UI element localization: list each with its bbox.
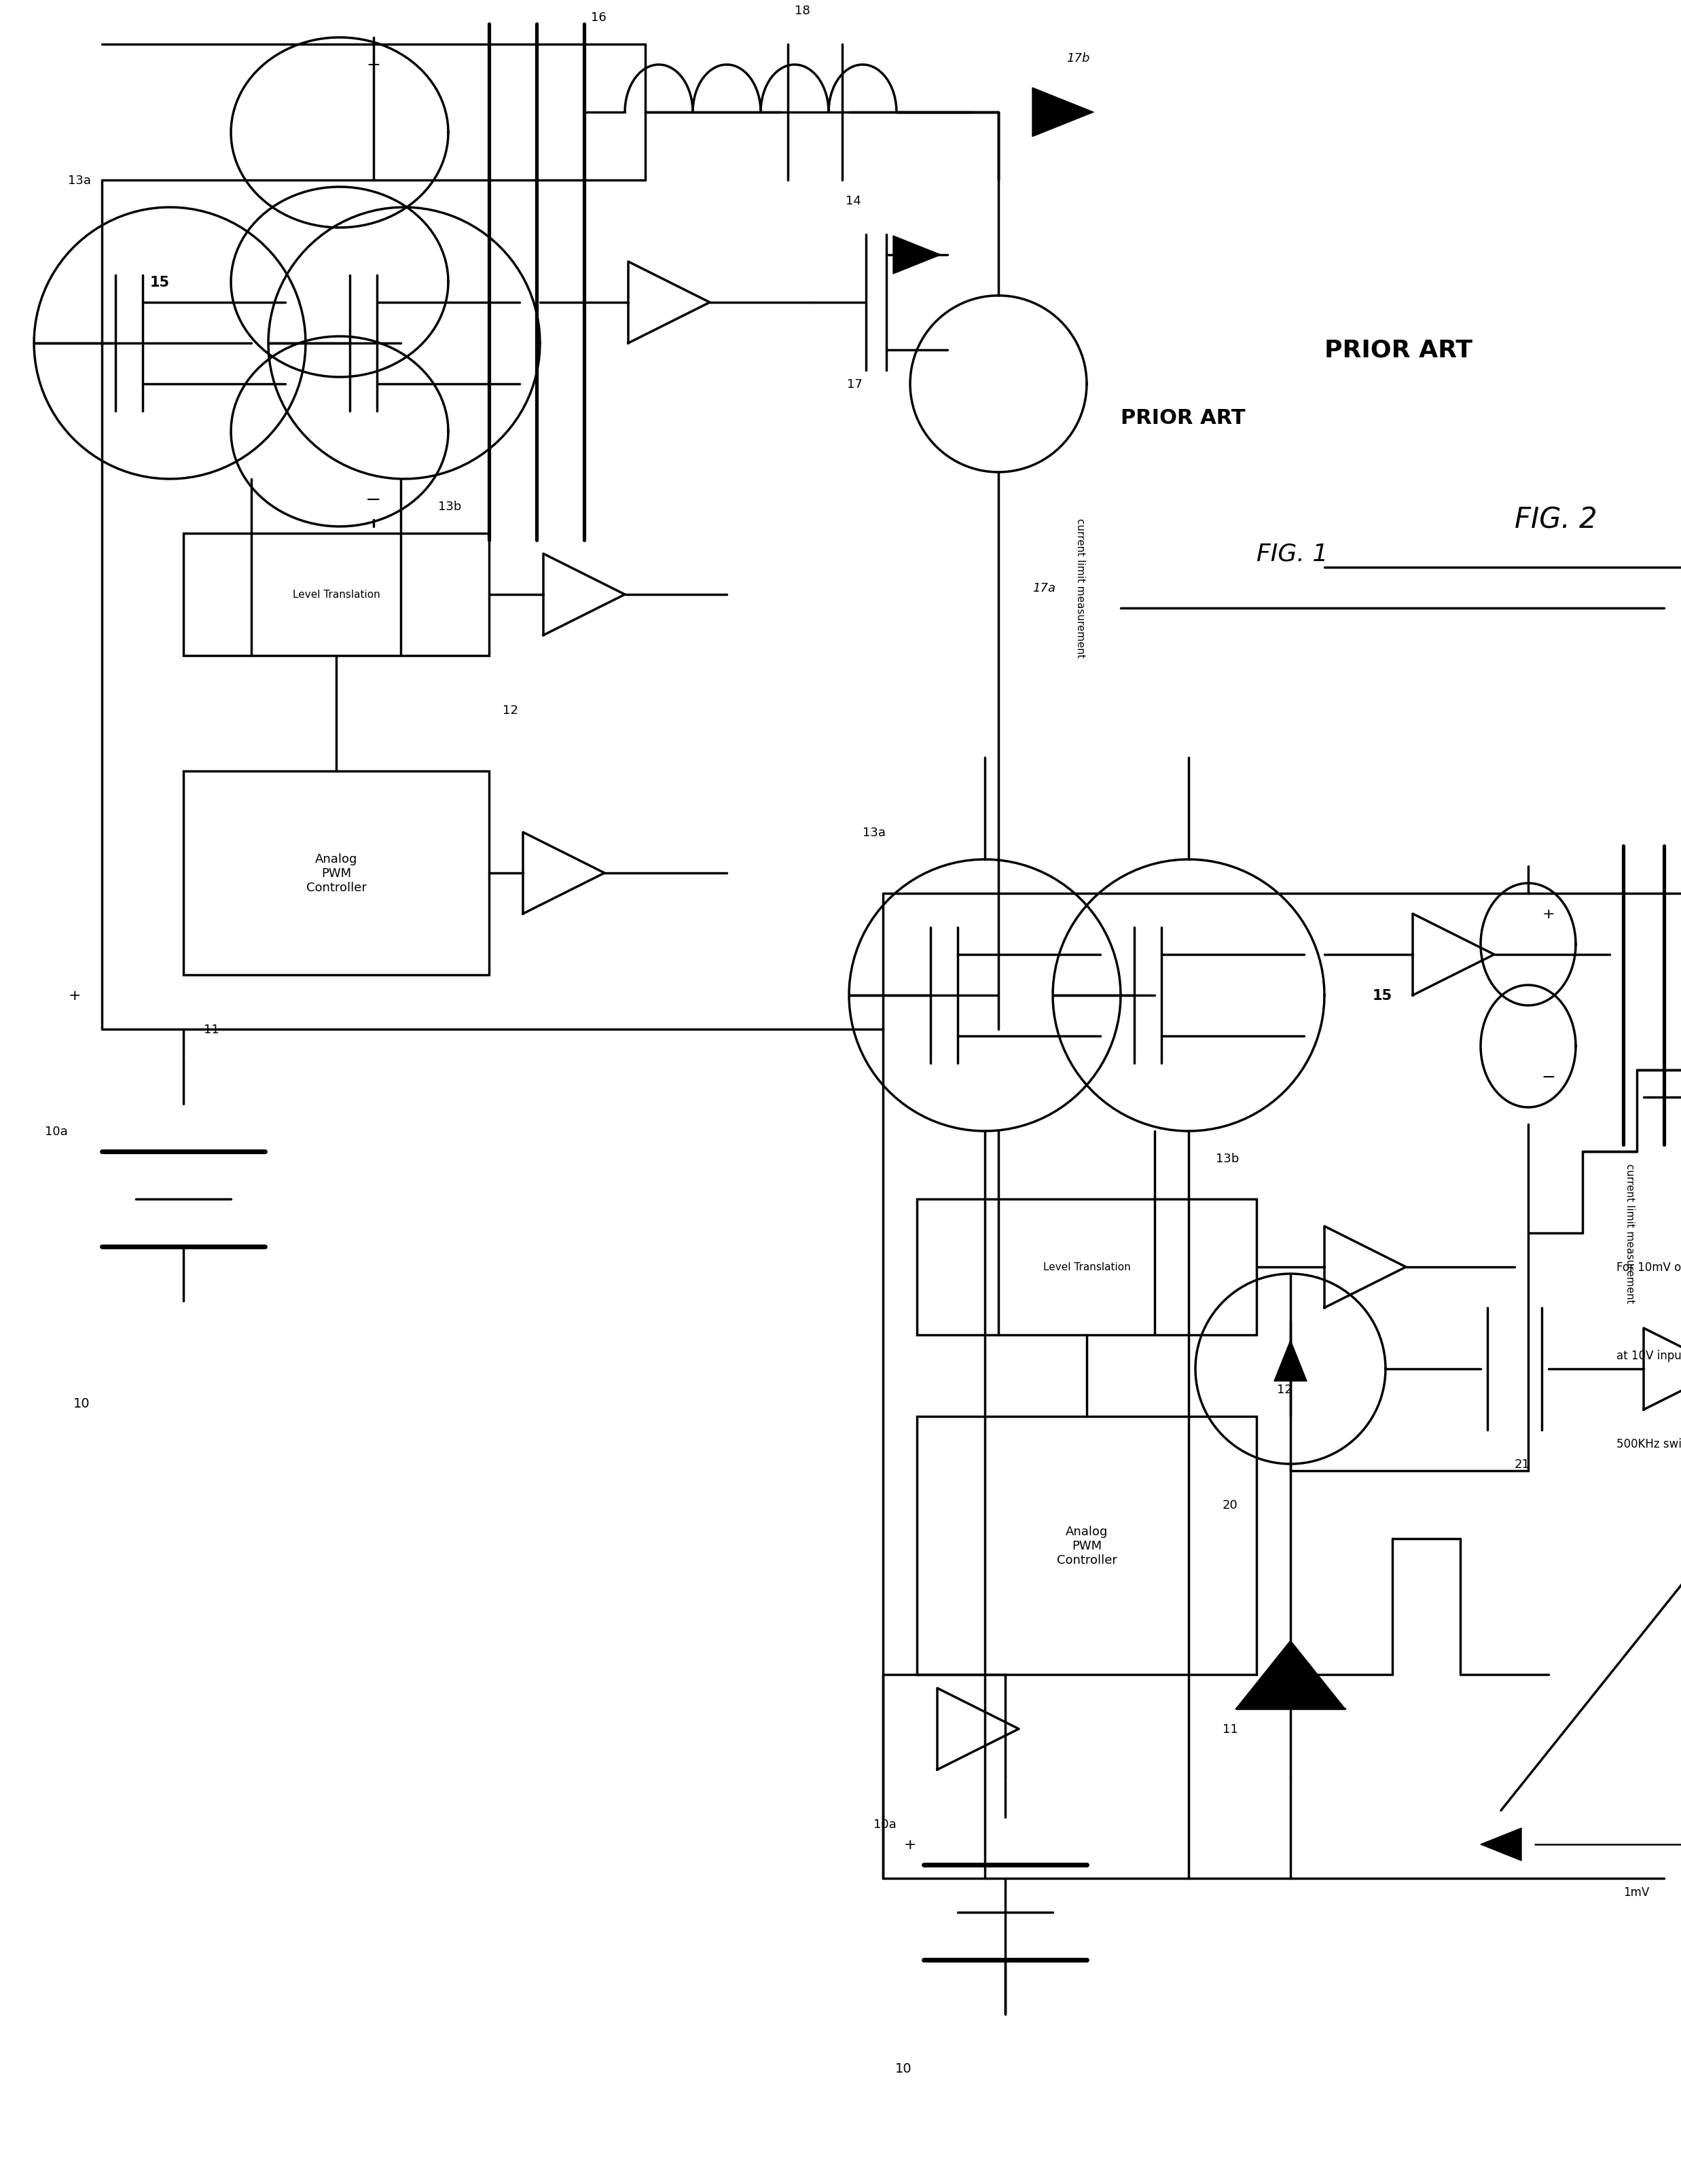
Text: 1mV: 1mV [1624,1885,1649,1898]
Polygon shape [1274,1341,1306,1380]
Text: 10: 10 [894,2062,911,2075]
Text: 10a: 10a [45,1125,67,1138]
Text: 18: 18 [795,4,810,17]
Polygon shape [1032,87,1094,138]
Text: Level Translation: Level Translation [1042,1262,1130,1273]
Text: 17: 17 [847,378,862,391]
Text: 11: 11 [203,1024,219,1035]
Text: 12: 12 [503,703,518,716]
Text: 13a: 13a [67,175,91,188]
Text: 21: 21 [1515,1459,1530,1470]
Text: Analog
PWM
Controller: Analog PWM Controller [306,854,366,893]
Text: current limit measurement: current limit measurement [1626,1164,1636,1304]
Text: 20: 20 [1222,1498,1237,1511]
Text: 11: 11 [1222,1723,1237,1734]
Text: 10a: 10a [874,1817,896,1830]
Text: 16: 16 [592,11,607,24]
Text: FIG. 1: FIG. 1 [1256,542,1328,566]
Text: 17b: 17b [1066,52,1089,66]
Text: 12: 12 [1278,1382,1293,1396]
Text: −: − [1541,1068,1555,1085]
Polygon shape [893,236,941,275]
Text: 13b: 13b [1215,1153,1239,1164]
Text: Analog
PWM
Controller: Analog PWM Controller [1057,1524,1116,1566]
Text: FIG. 2: FIG. 2 [1515,507,1597,535]
Text: PRIOR ART: PRIOR ART [1325,339,1473,363]
Text: PRIOR ART: PRIOR ART [1121,408,1246,428]
Text: −: − [366,491,382,509]
Text: +: + [69,989,81,1002]
Polygon shape [1481,1828,1521,1861]
Text: +: + [366,57,380,74]
Text: 15: 15 [1373,989,1392,1002]
Text: +: + [1541,906,1555,922]
Bar [183,771,489,976]
Text: current limit measurement: current limit measurement [1074,518,1084,657]
Text: For 10mV output noise: For 10mV output noise [1617,1260,1681,1273]
Text: 13a: 13a [862,826,886,839]
Text: 13b: 13b [439,500,461,513]
Bar [916,1199,1256,1334]
Text: +: + [904,1837,916,1852]
Text: 500KHz switching frequency: 500KHz switching frequency [1617,1437,1681,1450]
Bar [916,1417,1256,1675]
Text: 14: 14 [846,194,861,207]
Text: 15: 15 [150,275,170,288]
Polygon shape [1236,1640,1345,1708]
Text: 10: 10 [74,1396,89,1409]
Text: Level Translation: Level Translation [292,590,380,601]
Bar [183,533,489,655]
Text: at 10V input, 1 Volt ramp,: at 10V input, 1 Volt ramp, [1617,1350,1681,1361]
Text: 17a: 17a [1032,581,1056,594]
